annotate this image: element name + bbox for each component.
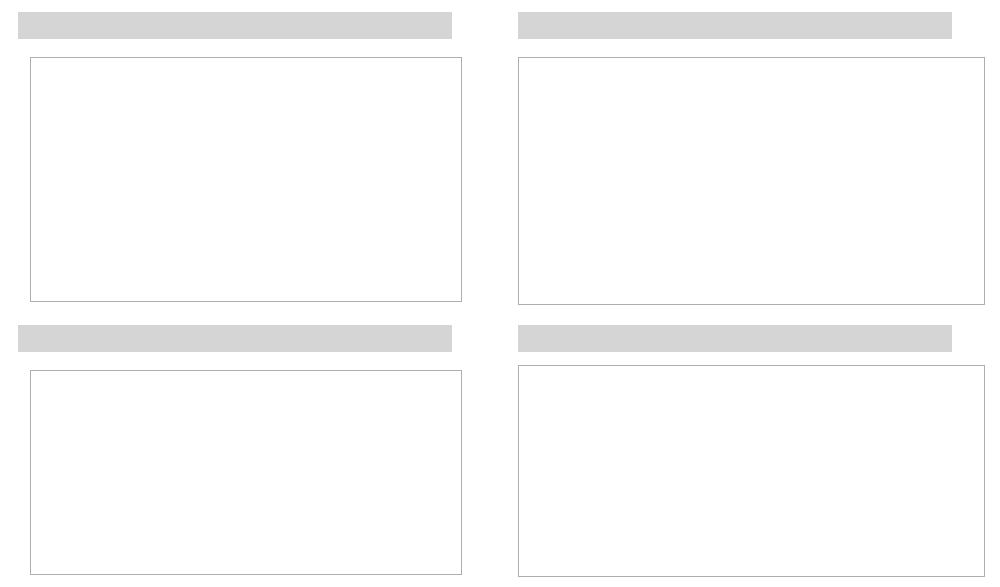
temp-float-life-chart — [518, 365, 985, 577]
discharge-chart-svg — [31, 58, 461, 301]
temp-capacity-chart — [30, 370, 462, 575]
section-title-temp-float-life — [518, 325, 952, 352]
discharge-characteristics-chart — [30, 57, 462, 302]
section-title-temp-capacity — [18, 325, 452, 352]
temp-float-life-svg — [519, 366, 984, 576]
float-charging-svg — [519, 58, 984, 304]
float-charging-chart — [518, 57, 985, 305]
section-title-discharge-characteristics — [18, 12, 452, 39]
temp-capacity-svg — [31, 371, 461, 574]
section-title-float-charging — [518, 12, 952, 39]
